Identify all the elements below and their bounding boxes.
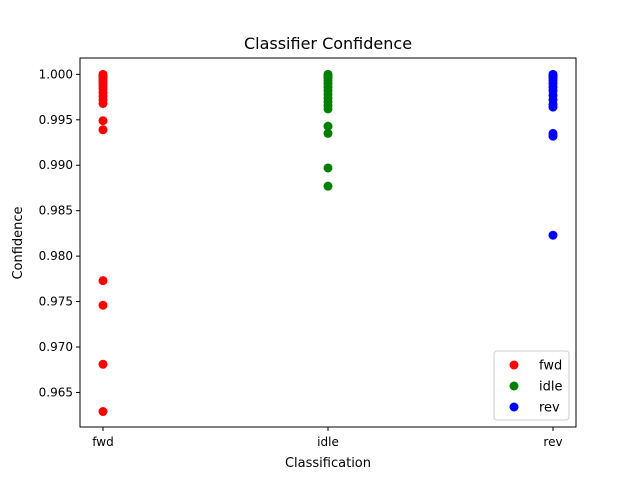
data-point-rev xyxy=(548,230,558,240)
data-point-fwd xyxy=(98,125,108,135)
data-point-fwd xyxy=(98,116,108,126)
data-point-idle xyxy=(323,163,333,173)
data-point-fwd xyxy=(98,300,108,310)
data-point-idle xyxy=(323,181,333,191)
data-points xyxy=(98,69,558,417)
y-tick-label: 0.965 xyxy=(39,385,73,399)
x-tick-label: idle xyxy=(317,435,339,449)
data-point-idle xyxy=(323,128,333,138)
y-axis-label: Confidence xyxy=(11,206,26,279)
y-tick-label: 1.000 xyxy=(39,67,73,81)
y-tick-label: 0.970 xyxy=(39,340,73,354)
data-point-rev xyxy=(548,102,558,112)
chart-title: Classifier Confidence xyxy=(244,34,412,53)
x-axis-label: Classification xyxy=(285,456,371,471)
legend: fwd idle rev xyxy=(493,350,570,421)
data-point-fwd xyxy=(98,276,108,286)
x-tick-label: fwd xyxy=(92,435,113,449)
data-point-fwd xyxy=(98,407,108,417)
y-tick-label: 0.985 xyxy=(39,204,73,218)
data-point-idle xyxy=(323,121,333,131)
y-tick-label: 0.975 xyxy=(39,295,73,309)
legend-label-rev: rev xyxy=(539,401,560,416)
legend-marker-idle xyxy=(509,381,519,391)
data-point-fwd xyxy=(98,98,108,108)
legend-marker-rev xyxy=(509,402,519,412)
data-point-idle xyxy=(323,104,333,114)
legend-label-idle: idle xyxy=(539,380,562,395)
y-tick-label: 0.995 xyxy=(39,113,73,127)
x-tick-label: rev xyxy=(543,435,562,449)
legend-marker-fwd xyxy=(509,360,519,370)
y-axis: 0.965 0.970 0.975 0.980 0.985 0.990 0.995 1.000 xyxy=(39,67,80,399)
y-tick-label: 0.990 xyxy=(39,158,73,172)
y-tick-label: 0.980 xyxy=(39,249,73,263)
data-point-rev xyxy=(548,131,558,141)
legend-label-fwd: fwd xyxy=(539,359,562,374)
data-point-fwd xyxy=(98,359,108,369)
x-axis: fwd idle rev xyxy=(92,427,563,449)
